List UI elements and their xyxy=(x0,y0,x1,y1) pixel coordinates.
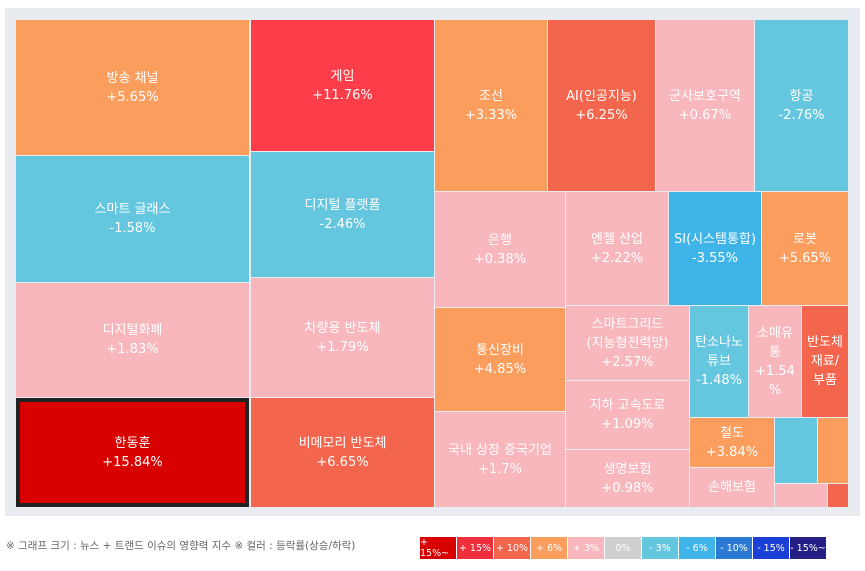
legend-swatch-3: + 6% xyxy=(531,537,568,559)
tile-6[interactable]: 스마트 글래스 -1.58% xyxy=(16,156,249,282)
tile-name: 탄소나노튜브 xyxy=(695,335,743,369)
tile-change: -2.46% xyxy=(319,216,366,232)
tile-name: 항공 xyxy=(789,88,814,104)
tile-change: -1.58% xyxy=(109,221,156,236)
tile-name: 디지털 플랫폼 xyxy=(304,197,381,213)
legend-swatch-1: + 15% xyxy=(457,537,494,559)
tile-8[interactable]: 은행 +0.38% xyxy=(435,192,565,307)
tile-11[interactable]: 로봇 +5.65% xyxy=(762,192,848,305)
tile-28[interactable] xyxy=(775,484,827,507)
tile-change: +3.33% xyxy=(464,107,518,123)
tile-change: -2.76% xyxy=(778,107,825,123)
tile-name: 군사보호구역 xyxy=(669,88,741,104)
tile-change: +4.85% xyxy=(473,361,527,377)
tile-name: 통신장비 xyxy=(476,342,524,358)
tile-name: SI(시스템통합) xyxy=(673,231,757,247)
tile-25[interactable]: 손해보험 xyxy=(690,468,774,507)
legend-swatch-9: - 15% xyxy=(753,537,790,559)
tile-change: +1.79% xyxy=(316,339,369,355)
tile-13[interactable]: 차량용 반도체 +1.79% xyxy=(251,278,434,397)
tile-name: 생명보험 xyxy=(603,461,652,477)
tile-16[interactable]: 탄소나노튜브 -1.48% xyxy=(690,306,748,417)
legend-swatch-6: - 3% xyxy=(642,537,679,559)
tile-name: 한동훈 xyxy=(114,435,151,451)
tile-name: 차량용 반도체 xyxy=(304,320,381,336)
tile-name: 비메모리 반도체 xyxy=(298,435,387,451)
tile-27[interactable] xyxy=(818,418,848,483)
color-legend: + 15%~ + 15% + 10% + 6% + 3% 0% - 3% - 6% - 10% -… xyxy=(420,537,827,559)
tile-change: +15.84% xyxy=(102,454,163,470)
tile-change: +5.65% xyxy=(778,250,832,266)
tile-1[interactable]: 게임 +11.76% xyxy=(251,20,434,151)
footer: ※ 그래프 크기 : 뉴스 + 트랜드 이슈의 영향력 지수 ※ 컬러 : 등락… xyxy=(0,533,865,563)
tile-name: 스마트 글래스 xyxy=(94,202,171,217)
tile-change: +0.67% xyxy=(678,107,732,123)
legend-swatch-10: - 15%~ xyxy=(790,537,827,559)
tile-10[interactable]: SI(시스템통합) -3.55% xyxy=(669,192,761,305)
tile-change: +3.84% xyxy=(705,444,759,460)
tile-14[interactable]: 통신장비 +4.85% xyxy=(435,308,565,411)
legend-swatch-5: 0% xyxy=(605,537,642,559)
tile-4[interactable]: 군사보호구역 +0.67% xyxy=(656,20,754,191)
tile-change: +2.57% xyxy=(601,354,654,370)
tile-21[interactable]: 국내 상장 중국기업 +1.7% xyxy=(435,412,565,507)
legend-swatch-2: + 10% xyxy=(494,537,531,559)
tile-name: 스마트그리드(지능형전력망) xyxy=(586,316,669,351)
tile-change: +1.54% xyxy=(755,363,795,398)
tile-change: +6.65% xyxy=(316,454,369,470)
size-color-note: ※ 그래프 크기 : 뉴스 + 트랜드 이슈의 영향력 지수 ※ 컬러 : 등락… xyxy=(6,540,356,552)
tile-change: +1.7% xyxy=(478,461,522,477)
tile-3[interactable]: AI(인공지능) +6.25% xyxy=(548,20,655,191)
tile-15[interactable]: 스마트그리드(지능형전력망) +2.57% xyxy=(566,306,689,380)
tile-9[interactable]: 엔젤 산업 +2.22% xyxy=(566,192,668,305)
tile-change: -3.55% xyxy=(692,250,738,266)
tile-change: +5.65% xyxy=(106,89,159,105)
legend-swatch-4: + 3% xyxy=(568,537,605,559)
tile-change: -1.48% xyxy=(696,373,742,388)
tile-name: 반도체 재료/부품 xyxy=(807,335,843,388)
tile-name: 은행 xyxy=(488,232,512,248)
tile-change: +6.25% xyxy=(575,107,628,123)
tile-change: +2.22% xyxy=(590,250,644,266)
tile-change: +1.83% xyxy=(106,342,159,357)
tile-name: 조선 xyxy=(479,88,503,104)
tile-2[interactable]: 조선 +3.33% xyxy=(435,20,547,191)
tile-name: 게임 xyxy=(330,68,355,84)
legend-swatch-7: - 6% xyxy=(679,537,716,559)
tile-22[interactable]: 지하 고속도로 +1.09% xyxy=(566,381,689,449)
tile-26[interactable] xyxy=(775,418,817,483)
tile-change: +0.98% xyxy=(601,480,654,496)
tile-name: 국내 상장 중국기업 xyxy=(448,442,552,458)
tile-24[interactable]: 생명보험 +0.98% xyxy=(566,450,689,507)
tile-0[interactable]: 방송 채널 +5.65% xyxy=(16,20,249,155)
tile-name: 디지털화폐 xyxy=(102,323,163,338)
tile-23[interactable]: 철도 +3.84% xyxy=(690,418,774,467)
tile-18[interactable]: 반도체 재료/부품 xyxy=(802,306,848,417)
tile-17[interactable]: 소매유통 +1.54% xyxy=(749,306,801,417)
tile-20[interactable]: 비메모리 반도체 +6.65% xyxy=(251,398,434,507)
tile-name: 지하 고속도로 xyxy=(589,398,666,413)
tile-change: +11.76% xyxy=(312,87,373,103)
tile-29[interactable] xyxy=(828,484,848,507)
tile-name: 로봇 xyxy=(793,231,817,247)
tile-name: 소매유통 xyxy=(757,325,793,360)
tile-5[interactable]: 항공 -2.76% xyxy=(755,20,848,191)
treemap: 방송 채널 +5.65% 게임 +11.76% 조선 +3.33% AI(인공지능) +6.2… xyxy=(16,20,848,507)
tile-name: AI(인공지능) xyxy=(566,88,637,104)
tile-19[interactable]: 한동훈 +15.84% xyxy=(16,398,249,507)
tile-name: 손해보험 xyxy=(708,480,756,495)
legend-swatch-8: - 10% xyxy=(716,537,753,559)
tile-name: 방송 채널 xyxy=(106,70,159,86)
tile-name: 엔젤 산업 xyxy=(591,231,643,247)
tile-12[interactable]: 디지털화폐 +1.83% xyxy=(16,283,249,397)
tile-7[interactable]: 디지털 플랫폼 -2.46% xyxy=(251,152,434,277)
tile-change: +0.38% xyxy=(473,251,527,267)
tile-change: +1.09% xyxy=(601,417,654,432)
tile-name: 철도 xyxy=(720,425,744,441)
legend-swatch-0: + 15%~ xyxy=(420,537,457,559)
